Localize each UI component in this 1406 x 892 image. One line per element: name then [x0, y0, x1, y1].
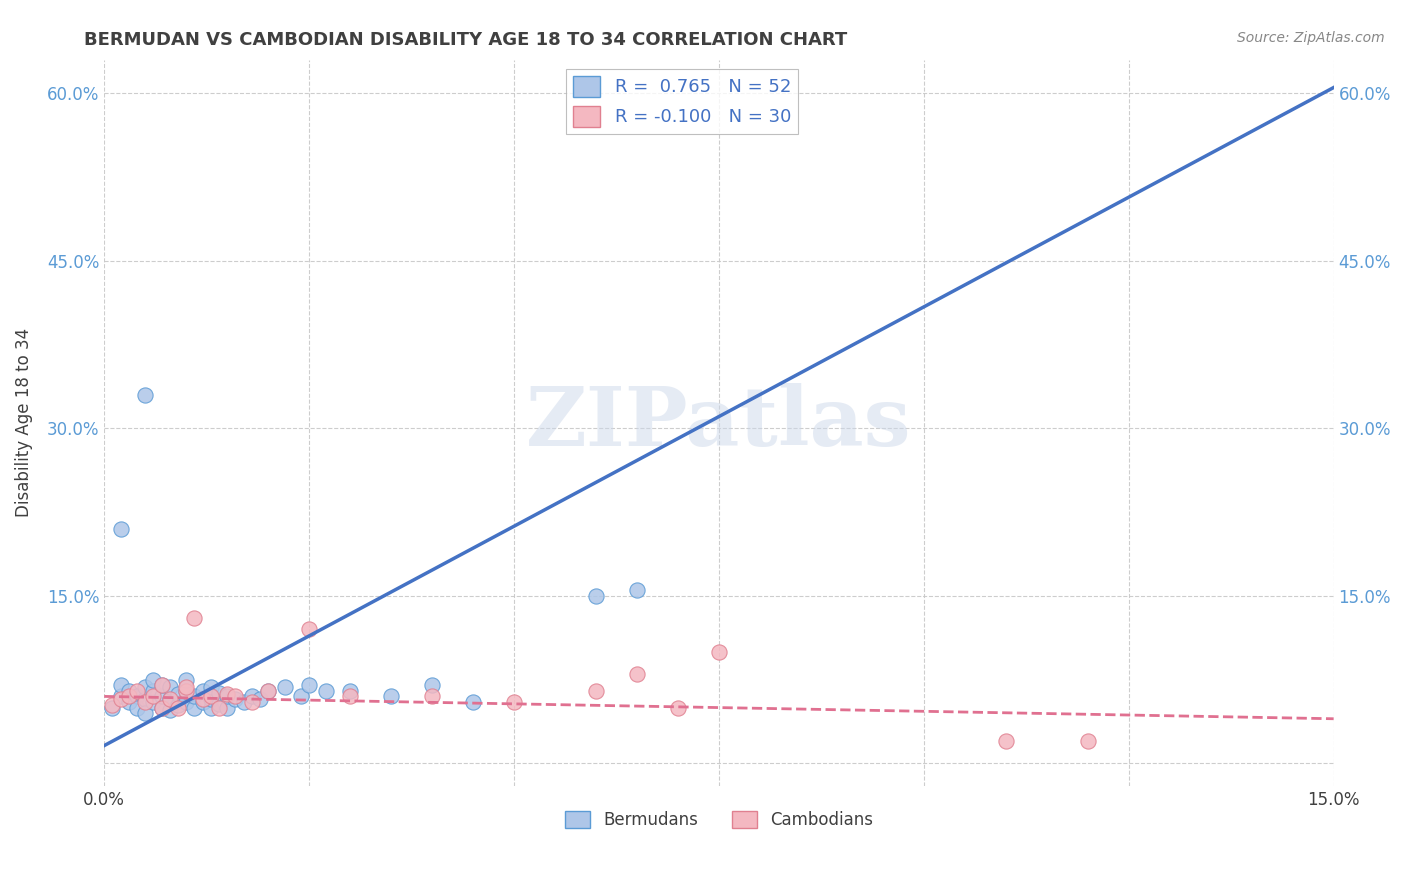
Point [626, 583, 648, 598]
Point [191, 691, 214, 706]
Point [159, 681, 181, 695]
Point [200, 700, 222, 714]
Point [142, 695, 165, 709]
Point [994, 734, 1017, 748]
Point [585, 683, 607, 698]
Point [134, 691, 156, 706]
Point [150, 690, 173, 704]
Point [183, 700, 205, 714]
Point [125, 690, 148, 704]
Text: BERMUDAN VS CAMBODIAN DISABILITY AGE 18 TO 34 CORRELATION CHART: BERMUDAN VS CAMBODIAN DISABILITY AGE 18 … [84, 31, 848, 49]
Point [217, 687, 239, 701]
Point [249, 691, 271, 706]
Point [339, 683, 361, 698]
Point [200, 691, 222, 706]
Point [142, 690, 165, 704]
Point [167, 687, 190, 701]
Text: Source: ZipAtlas.com: Source: ZipAtlas.com [1237, 31, 1385, 45]
Point [315, 683, 337, 698]
Point [200, 690, 222, 704]
Point [134, 706, 156, 721]
Point [167, 700, 190, 714]
Point [134, 681, 156, 695]
Point [217, 690, 239, 704]
Point [150, 700, 173, 714]
Point [167, 698, 190, 713]
Point [150, 678, 173, 692]
Point [257, 683, 280, 698]
Point [142, 673, 165, 687]
Point [118, 690, 141, 704]
Point [420, 678, 443, 692]
Point [1077, 734, 1099, 748]
Point [150, 700, 173, 714]
Point [240, 690, 263, 704]
Legend: Bermudans, Cambodians: Bermudans, Cambodians [558, 804, 880, 836]
Point [110, 690, 132, 704]
Point [273, 681, 295, 695]
Point [208, 700, 231, 714]
Point [200, 681, 222, 695]
Point [110, 678, 132, 692]
Text: ZIPatlas: ZIPatlas [526, 383, 911, 463]
Point [626, 667, 648, 681]
Point [174, 695, 197, 709]
Point [125, 683, 148, 698]
Point [150, 678, 173, 692]
Point [101, 698, 124, 713]
Point [298, 678, 321, 692]
Point [707, 645, 730, 659]
Point [174, 683, 197, 698]
Point [224, 690, 246, 704]
Point [125, 700, 148, 714]
Point [257, 683, 280, 698]
Point [134, 388, 156, 402]
Point [174, 683, 197, 698]
Point [224, 691, 246, 706]
Point [159, 691, 181, 706]
Point [174, 673, 197, 687]
Point [134, 695, 156, 709]
Point [174, 681, 197, 695]
Point [159, 703, 181, 717]
Point [585, 589, 607, 603]
Point [208, 697, 231, 711]
Point [290, 690, 312, 704]
Point [183, 611, 205, 625]
Point [666, 700, 689, 714]
Point [461, 695, 484, 709]
Point [183, 690, 205, 704]
Point [191, 683, 214, 698]
Point [298, 623, 321, 637]
Point [118, 695, 141, 709]
Point [232, 695, 254, 709]
Point [110, 522, 132, 536]
Point [240, 695, 263, 709]
Y-axis label: Disability Age 18 to 34: Disability Age 18 to 34 [15, 328, 32, 517]
Point [142, 683, 165, 698]
Point [208, 686, 231, 700]
Point [339, 690, 361, 704]
Point [380, 690, 402, 704]
Point [191, 695, 214, 709]
Point [118, 683, 141, 698]
Point [110, 691, 132, 706]
Point [159, 691, 181, 706]
Point [217, 700, 239, 714]
Point [101, 700, 124, 714]
Point [503, 695, 526, 709]
Point [420, 690, 443, 704]
